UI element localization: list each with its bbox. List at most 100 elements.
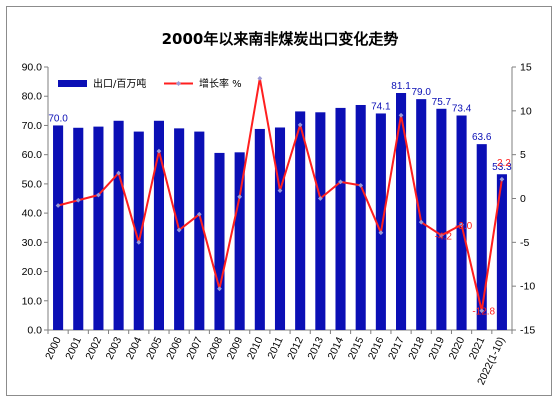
bar-2001 — [73, 127, 84, 330]
x-tick-label: 2006 — [164, 335, 185, 361]
growth-point-2018 — [418, 219, 424, 225]
bar-value-label: 53.3 — [492, 162, 512, 173]
x-tick-label: 2020 — [447, 335, 468, 361]
x-tick-label: 2014 — [325, 335, 346, 361]
x-tick-label: 2002 — [83, 335, 104, 361]
bar-value-label: 75.7 — [432, 97, 452, 108]
x-tick-label: 2005 — [144, 335, 165, 361]
legend-line-label: 增长率 % — [199, 77, 242, 90]
growth-value-label: -4.2 — [435, 231, 453, 242]
legend-bar-label: 出口/百万吨 — [93, 77, 146, 90]
growth-point-2000 — [55, 203, 61, 208]
x-tick-label: 2011 — [265, 335, 285, 361]
x-tick-label: 2016 — [366, 335, 387, 361]
chart-title: 2000年以来南非煤炭出口变化走势 — [162, 30, 399, 48]
bar-value-label: 63.6 — [472, 132, 492, 143]
right-tick-label: -10 — [520, 281, 535, 293]
x-tick-label: 2021 — [467, 335, 488, 361]
legend-bar-swatch — [58, 80, 87, 87]
growth-value-label: -12.8 — [472, 307, 495, 318]
x-tick-label: 2007 — [184, 335, 205, 361]
x-tick-label: 2018 — [406, 335, 427, 361]
growth-point-2009 — [237, 194, 243, 200]
right-tick-label: -15 — [520, 325, 535, 337]
bar-value-label: 74.1 — [371, 101, 391, 112]
growth-point-2007 — [196, 211, 202, 217]
x-tick-label: 2017 — [386, 335, 407, 361]
x-tick-label: 2004 — [124, 335, 145, 361]
x-tick-label: 2001 — [63, 335, 84, 361]
bar-2009 — [234, 152, 245, 330]
bar-2019 — [436, 108, 447, 330]
x-tick-label: 2003 — [104, 335, 125, 361]
left-tick-label: 60.0 — [22, 149, 43, 161]
growth-point-2016 — [378, 230, 384, 236]
growth-point-2010 — [257, 75, 263, 81]
bar-value-label: 70.0 — [48, 113, 68, 124]
x-tick-label: 2013 — [305, 335, 326, 361]
bar-value-label: 81.1 — [391, 81, 411, 92]
bar-2021 — [476, 144, 487, 330]
bar-2007 — [194, 131, 205, 330]
growth-point-2008 — [217, 286, 222, 292]
bar-2002 — [93, 126, 104, 330]
x-tick-label: 2015 — [346, 335, 367, 361]
growth-point-2022(1-10) — [499, 176, 505, 182]
growth-point-2005 — [156, 148, 162, 154]
growth-point-2017 — [398, 112, 404, 118]
bar-2005 — [153, 120, 164, 330]
bar-2004 — [133, 131, 144, 330]
bars — [53, 93, 507, 331]
growth-point-2021 — [479, 308, 485, 314]
data-labels: 70.0 74.181.179.075.773.4 63.6 53.3 -4.2-3.0… — [48, 81, 512, 318]
growth-point-2013 — [317, 196, 323, 201]
bar-2022(1-10) — [496, 174, 507, 330]
chart-frame: 2000年以来南非煤炭出口变化走势 0.0 10.0 20.0 30.0 40.0 50.… — [6, 6, 552, 396]
growth-value-label: 2.2 — [497, 158, 511, 169]
growth-point-2001 — [75, 197, 81, 203]
bar-2016 — [375, 113, 386, 330]
bar-2017 — [396, 93, 407, 330]
growth-point-2012 — [297, 122, 303, 128]
growth-point-2002 — [96, 192, 101, 198]
bar-value-label: 79.0 — [411, 87, 431, 98]
right-tick-label: 0 — [520, 193, 526, 205]
bar-2003 — [113, 120, 124, 330]
right-tick-label: -5 — [520, 237, 529, 249]
right-tick-label: 5 — [520, 149, 526, 161]
legend-line-marker — [176, 81, 181, 86]
bar-2018 — [416, 99, 427, 331]
x-tick-label: 2019 — [426, 335, 447, 361]
bar-2014 — [335, 107, 346, 331]
growth-point-2014 — [338, 179, 343, 185]
growth-value-label: -3.0 — [455, 221, 473, 232]
x-tick-label: 2012 — [285, 335, 306, 361]
bar-2013 — [315, 112, 326, 331]
chart: 2000年以来南非煤炭出口变化走势 0.0 10.0 20.0 30.0 40.0 50.… — [22, 30, 536, 387]
x-tick-label: 2010 — [245, 335, 266, 361]
growth-point-2004 — [136, 239, 142, 245]
growth-point-2003 — [116, 170, 122, 176]
bar-2008 — [214, 152, 225, 330]
x-tick-label: 2009 — [225, 335, 246, 361]
left-tick-label: 90.0 — [22, 62, 43, 74]
bar-value-label: 73.4 — [452, 104, 472, 115]
right-tick-label: 10 — [520, 105, 532, 117]
growth-point-2020 — [459, 222, 464, 228]
bar-2000 — [53, 125, 64, 330]
left-tick-label: 70.0 — [22, 120, 43, 132]
left-tick-label: 50.0 — [22, 178, 43, 190]
growth-line — [55, 75, 505, 314]
bar-2011 — [274, 127, 286, 331]
x-tick-label: 2008 — [204, 335, 225, 361]
bar-2015 — [355, 104, 366, 330]
left-tick-label: 0.0 — [27, 325, 42, 337]
left-tick-label: 80.0 — [22, 91, 43, 103]
growth-point-2006 — [176, 227, 182, 233]
right-tick-label: 15 — [520, 62, 532, 74]
left-tick-label: 20.0 — [22, 266, 43, 278]
growth-point-2015 — [358, 182, 364, 188]
left-tick-label: 30.0 — [22, 237, 43, 249]
left-tick-label: 40.0 — [22, 208, 43, 220]
bar-2010 — [254, 128, 265, 330]
